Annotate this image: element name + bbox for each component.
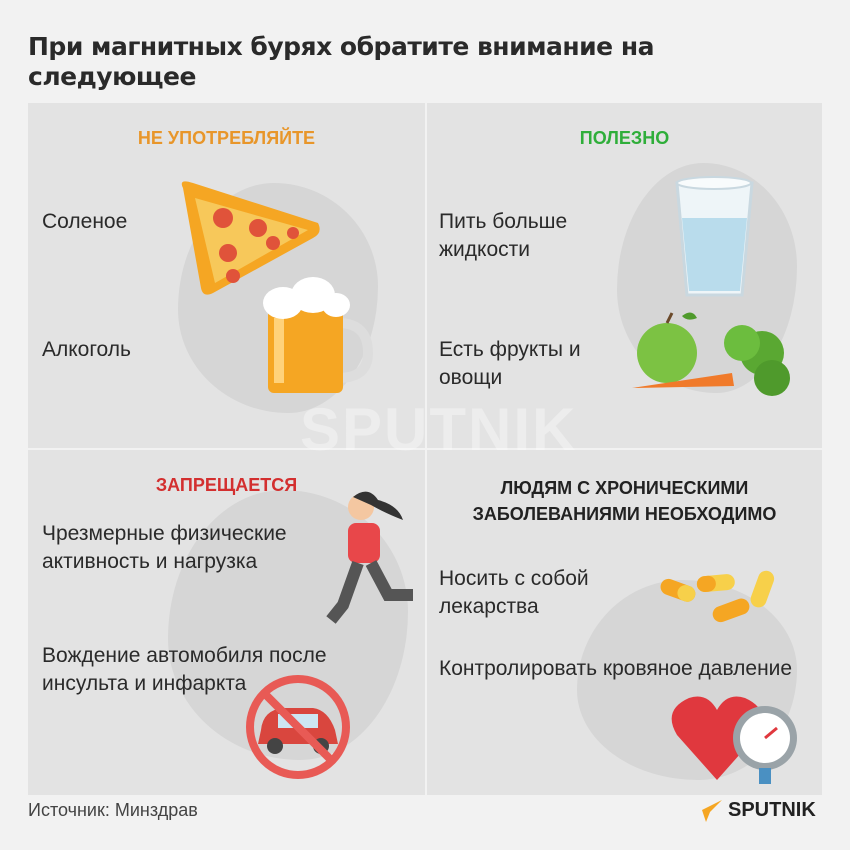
panel-heading: НЕ УПОТРЕБЛЯЙТЕ: [137, 128, 316, 148]
item-monitor-blood-pressure: Контролировать кровяное давление: [439, 657, 793, 680]
panel-chronic: ЛЮДЯМ С ХРОНИЧЕСКИМИ ЗАБОЛЕВАНИЯМИ НЕОБХ…: [427, 450, 822, 795]
fruits-vegetables-icon: [632, 312, 790, 396]
page-title: При магнитных бурях обратите внимание на…: [28, 32, 654, 91]
item-fruits-vegetables: Есть фрукты и овощи: [439, 338, 581, 389]
logo-text: SPUTNIK: [728, 798, 816, 821]
panel-forbidden: ЗАПРЕЩАЕТСЯ Чрезмерные физические активн…: [28, 450, 425, 795]
sputnik-logo-icon: [702, 800, 722, 822]
item-alcohol: Алкоголь: [42, 338, 131, 361]
pizza-icon: [181, 181, 320, 295]
runner-icon: [326, 491, 413, 624]
pills-icon: [660, 570, 775, 623]
watermark: SPUTNIK: [300, 396, 578, 463]
item-salty: Соленое: [42, 210, 128, 233]
panel-heading-text: ЛЮДЯМ С ХРОНИЧЕСКИМИ ЗАБОЛЕВАНИЯМИ НЕОБХ…: [472, 478, 777, 524]
item-carry-medicine: Носить с собой лекарства: [439, 567, 589, 618]
heart-tonometer-icon: [671, 696, 797, 784]
source-credit: Источник: Минздрав: [28, 800, 198, 820]
beer-mug-icon: [263, 277, 374, 393]
panel-heading: ЗАПРЕЩАЕТСЯ: [155, 475, 298, 495]
sputnik-logo: SPUTNIK: [700, 798, 816, 822]
panel-dont-consume: НЕ УПОТРЕБЛЯЙТЕ Соленое Алкоголь: [28, 103, 425, 448]
item-physical-activity: Чрезмерные физические активность и нагру…: [42, 522, 287, 573]
water-glass-icon: [675, 176, 754, 297]
item-driving: Вождение автомобиля после инсульта и инф…: [42, 644, 327, 695]
panel-heading: ПОЛЕЗНО: [579, 128, 670, 148]
panel-useful: ПОЛЕЗНО Пить больше жидкости Есть фрукты…: [427, 103, 822, 448]
panel-heading: ЛЮДЯМ С ХРОНИЧЕСКИМИ ЗАБОЛЕВАНИЯМИ НЕОБХ…: [427, 475, 822, 527]
no-car-icon: [246, 675, 350, 779]
item-fluids: Пить больше жидкости: [439, 210, 568, 261]
